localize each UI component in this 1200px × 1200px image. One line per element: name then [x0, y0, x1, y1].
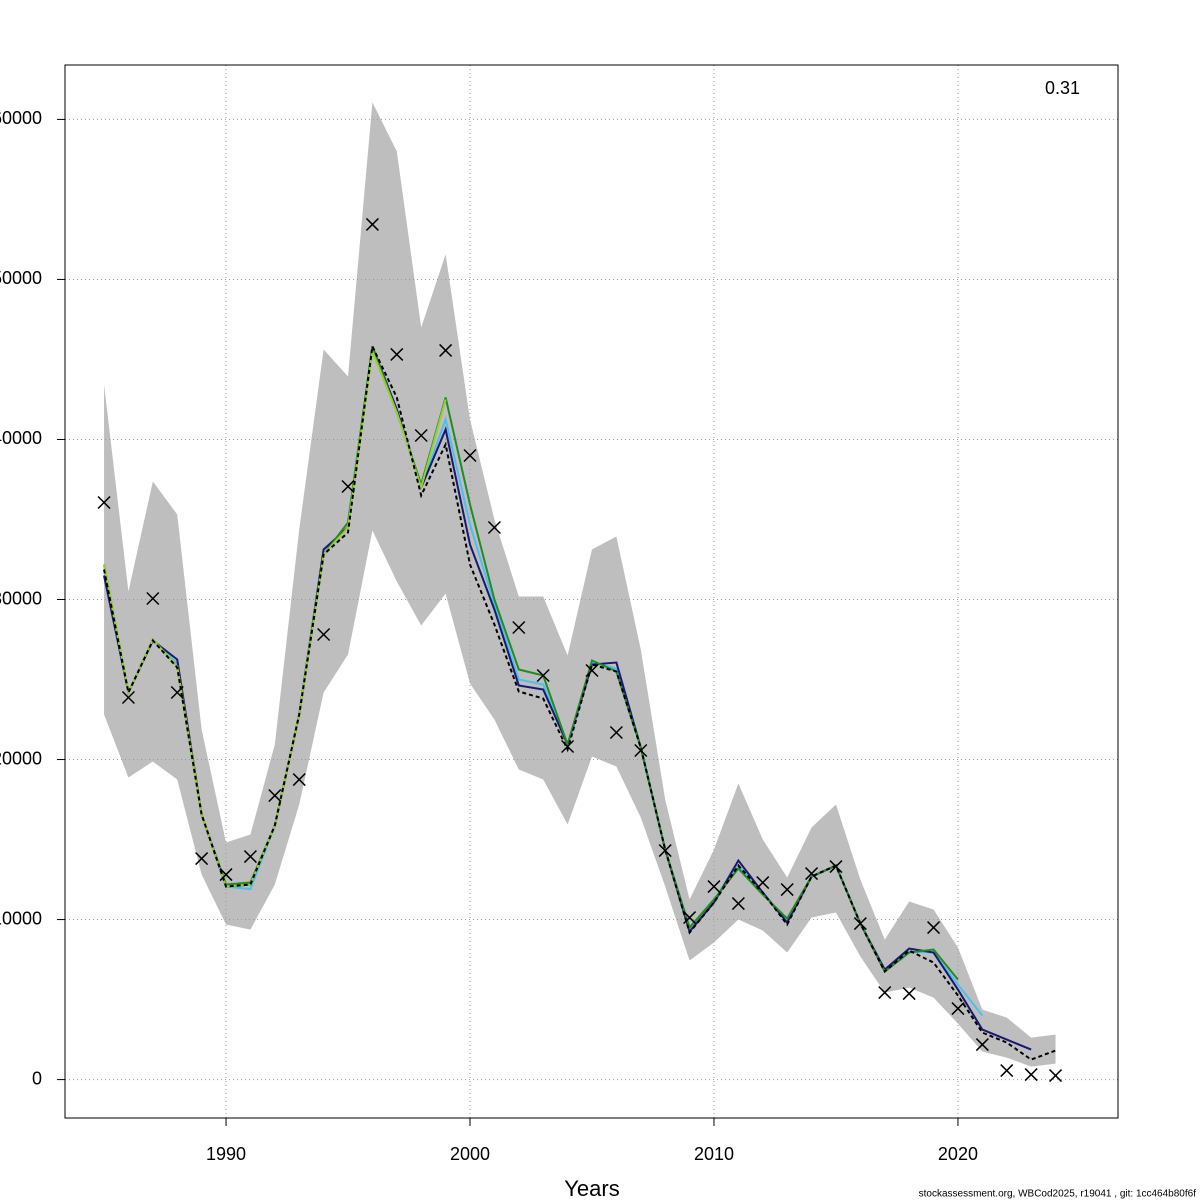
observation — [805, 867, 819, 881]
observation — [707, 880, 721, 894]
observation — [1000, 1064, 1014, 1078]
x-tick-label: 2010 — [694, 1144, 734, 1164]
observation — [195, 852, 209, 866]
y-tick-label: 0 — [32, 1068, 42, 1088]
observation — [780, 883, 794, 897]
x-tick-label: 2020 — [938, 1144, 978, 1164]
y-tick-label: 40000 — [0, 428, 42, 448]
observation — [317, 627, 331, 642]
observation — [365, 217, 379, 231]
plot-frame — [64, 64, 1119, 1119]
observation — [487, 520, 501, 535]
observation — [512, 620, 526, 635]
observation — [243, 850, 257, 864]
x-axis-label: Years — [564, 1176, 619, 1200]
observation — [902, 987, 916, 1001]
observation — [414, 428, 428, 443]
observation — [829, 860, 843, 874]
observation — [390, 347, 404, 361]
observation — [683, 911, 697, 925]
y-tick-label: 30000 — [0, 588, 42, 608]
y-tick-label: 10000 — [0, 908, 42, 928]
observation — [658, 844, 672, 858]
observation — [975, 1038, 989, 1052]
observation — [1024, 1068, 1038, 1082]
observation — [1049, 1069, 1063, 1083]
footer: stockassessment.org, WBCod2025, r19041 ,… — [919, 1189, 1197, 1200]
confidence-band — [104, 102, 1056, 1067]
observation — [121, 690, 135, 705]
observation — [634, 743, 648, 758]
observation — [170, 685, 184, 700]
observation — [561, 739, 575, 754]
observation — [927, 921, 941, 935]
observation — [536, 668, 550, 683]
y-tick-label: 50000 — [0, 268, 42, 288]
series-line — [103, 342, 1056, 1061]
observation — [463, 448, 477, 463]
y-tick-label: 60000 — [0, 108, 42, 128]
observation — [439, 343, 453, 357]
observation — [731, 897, 745, 911]
observation — [853, 917, 867, 931]
observation — [219, 868, 233, 882]
annotation: 0.31 — [1045, 78, 1080, 98]
observation — [585, 663, 599, 678]
observation — [341, 479, 355, 494]
observation — [292, 773, 306, 787]
x-tick-label: 2000 — [450, 1144, 490, 1164]
observation — [609, 725, 623, 740]
observation — [878, 986, 892, 1000]
x-tick-label: 1990 — [206, 1144, 246, 1164]
observation — [951, 1002, 965, 1016]
observation — [97, 495, 111, 510]
observation — [146, 591, 160, 606]
observation — [268, 789, 282, 803]
observation — [756, 876, 770, 890]
